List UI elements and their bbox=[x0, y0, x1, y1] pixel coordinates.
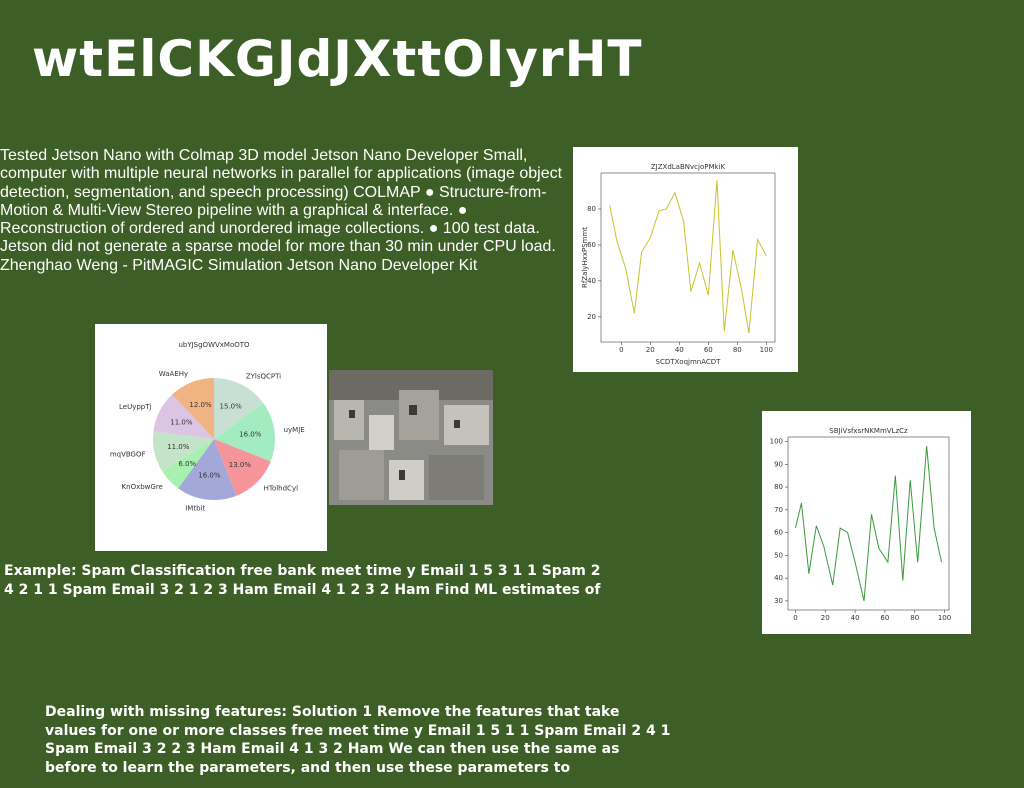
y-tick-label: 20 bbox=[587, 313, 596, 321]
pie-slice bbox=[162, 439, 214, 489]
x-tick-label: 100 bbox=[760, 346, 773, 354]
slice-label: WaAEHy bbox=[159, 370, 188, 378]
line-chart: SBJiVsfxsrNKMmVLzCz 0 20 40 60 80 100 30 40 50 60 7… bbox=[762, 411, 971, 634]
x-tick-label: 80 bbox=[910, 614, 919, 622]
slice-label: LeUyppTj bbox=[119, 403, 152, 411]
y-tick-label: 40 bbox=[774, 574, 783, 582]
y-tick-label: 80 bbox=[587, 205, 596, 213]
missing-text: Dealing with missing features: Solution … bbox=[45, 704, 671, 776]
data-line bbox=[609, 180, 767, 334]
y-tick-label: 100 bbox=[770, 438, 783, 446]
value-label: 11.0% bbox=[170, 418, 193, 426]
y-tick-label: 50 bbox=[774, 551, 783, 559]
y-tick-label: 70 bbox=[774, 506, 783, 514]
plot-frame bbox=[600, 172, 776, 343]
chart-title: SBJiVsfxsrNKMmVLzCz bbox=[829, 427, 908, 435]
value-label: 6.0% bbox=[178, 460, 196, 468]
x-tick-label: 60 bbox=[704, 346, 713, 354]
y-tick-label: 60 bbox=[587, 241, 596, 249]
value-label: 16.0% bbox=[239, 430, 262, 438]
pie-slice bbox=[172, 378, 214, 439]
slice-label: HTolhdCyl bbox=[264, 485, 298, 493]
pie-slice bbox=[153, 394, 214, 439]
x-tick-label: 40 bbox=[851, 614, 860, 622]
slice-label: IMtbit bbox=[185, 505, 205, 513]
body-text: Tested Jetson Nano with Colmap 3D model … bbox=[0, 147, 563, 274]
value-label: 12.0% bbox=[189, 401, 212, 409]
value-label: 13.0% bbox=[229, 461, 252, 469]
slice-label: mqVBGOF bbox=[110, 450, 146, 458]
pie-slice bbox=[153, 431, 214, 472]
slice-label: KnOxbwGre bbox=[122, 483, 163, 491]
y-tick-label: 80 bbox=[774, 483, 783, 491]
line-chart: ZJZXdLaBNvcjoPMkiK SCDTXoqjmnACDT RfZalyHx… bbox=[573, 147, 798, 372]
pie-slice bbox=[214, 439, 271, 496]
x-tick-label: 20 bbox=[821, 614, 830, 622]
pie-chart: ubYJSgOWVxMoOTO ZYlsQCPTi 15.0% uyMJE 16.0% H… bbox=[95, 324, 327, 551]
y-tick-label: 40 bbox=[587, 277, 596, 285]
data-line bbox=[794, 446, 943, 602]
x-tick-label: 0 bbox=[619, 346, 623, 354]
x-tick-label: 60 bbox=[880, 614, 889, 622]
pie-slice bbox=[178, 439, 237, 500]
plot-frame bbox=[787, 436, 950, 611]
value-label: 16.0% bbox=[198, 471, 221, 479]
example-text: Example: Spam Classification free bank m… bbox=[4, 563, 601, 598]
x-tick-label: 0 bbox=[793, 614, 797, 622]
value-label: 15.0% bbox=[219, 402, 242, 410]
x-tick-label: 100 bbox=[938, 614, 951, 622]
y-tick-label: 30 bbox=[774, 597, 783, 605]
x-tick-label: 20 bbox=[646, 346, 655, 354]
x-tick-label: 80 bbox=[733, 346, 742, 354]
chart-title: ubYJSgOWVxMoOTO bbox=[178, 341, 250, 349]
chart-title: ZJZXdLaBNvcjoPMkiK bbox=[651, 163, 726, 171]
y-tick-label: 90 bbox=[774, 460, 783, 468]
pie-slice bbox=[214, 378, 264, 439]
x-axis-label: SCDTXoqjmnACDT bbox=[656, 358, 722, 366]
x-tick-label: 40 bbox=[675, 346, 684, 354]
slice-label: ZYlsQCPTi bbox=[246, 372, 281, 380]
photo bbox=[329, 370, 493, 505]
title: wtElCKGJdJXttOIyrHT bbox=[32, 30, 643, 88]
y-tick-label: 60 bbox=[774, 529, 783, 537]
slice-label: uyMJE bbox=[284, 426, 305, 434]
y-axis-label: RfZalyHxxPSmmt bbox=[581, 227, 589, 288]
pie-slice bbox=[214, 403, 275, 462]
value-label: 11.0% bbox=[167, 443, 190, 451]
